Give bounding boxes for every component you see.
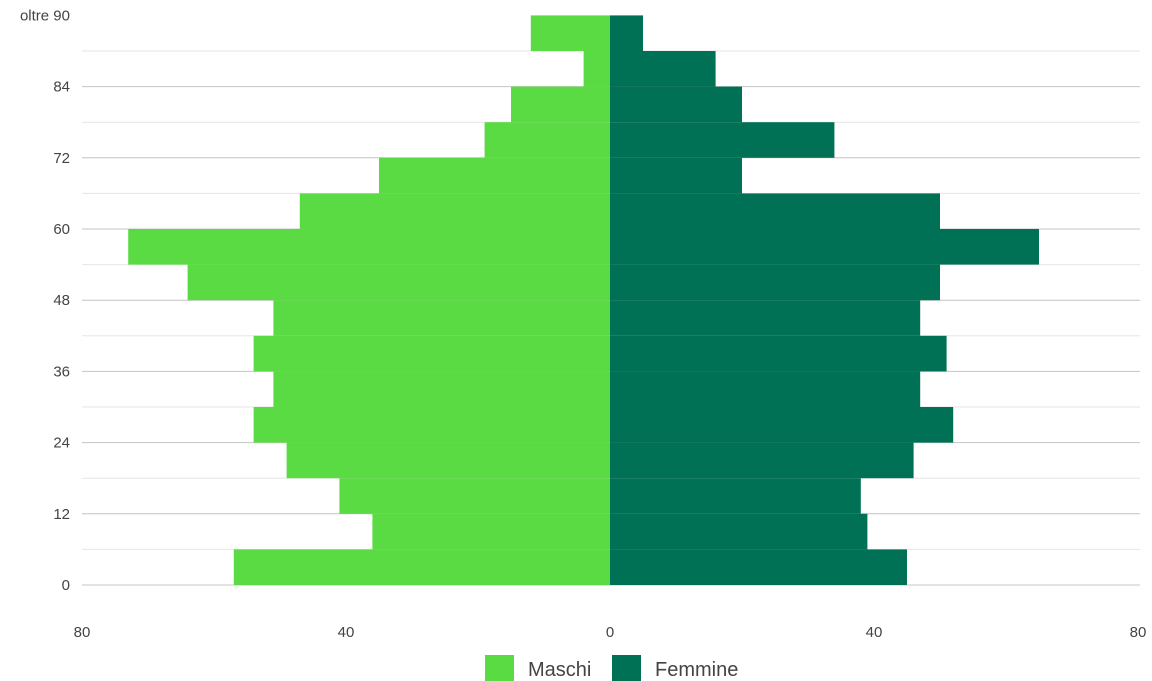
- bar-femmine-36: [610, 335, 947, 372]
- y-tick-label: 12: [53, 506, 70, 523]
- y-tick-label: 72: [53, 150, 70, 167]
- bar-femmine-0: [610, 549, 907, 585]
- bar-maschi-60: [299, 193, 610, 229]
- bar-maschi-72: [484, 122, 610, 158]
- legend-label: Femmine: [655, 659, 738, 681]
- bar-maschi-78: [511, 86, 610, 123]
- bar-femmine-78: [610, 86, 742, 123]
- x-tick-label: 0: [606, 624, 614, 641]
- y-axis-ticks: 0 12 24 36 48 60 72 84 oltre 90: [20, 7, 70, 594]
- legend-swatch: [485, 655, 514, 681]
- x-tick-label: 80: [74, 624, 91, 641]
- bar-femmine-6: [610, 513, 868, 550]
- legend-label: Maschi: [528, 659, 591, 681]
- bar-maschi-84: [583, 51, 610, 87]
- bar-femmine-12: [610, 478, 861, 514]
- bar-maschi-18: [286, 442, 610, 479]
- legend-item-femmine[interactable]: Femmine: [612, 655, 738, 681]
- y-tick-label: 24: [53, 435, 70, 452]
- bar-maschi-30: [273, 371, 610, 407]
- x-tick-label: 40: [338, 624, 355, 641]
- legend-swatch: [612, 655, 641, 681]
- y-tick-label: 60: [53, 221, 70, 238]
- bar-maschi-54: [128, 229, 610, 265]
- y-tick-label: 48: [53, 292, 70, 309]
- bar-maschi-48: [187, 264, 610, 301]
- bar-maschi-24: [253, 407, 610, 443]
- bar-maschi-6: [372, 513, 610, 550]
- bar-maschi-0: [233, 549, 611, 585]
- x-tick-label: 40: [866, 624, 883, 641]
- bar-maschi-36: [253, 335, 610, 372]
- legend-item-maschi[interactable]: Maschi: [485, 655, 591, 681]
- bar-femmine-60: [610, 193, 940, 229]
- x-axis-ticks: 80 40 0 40 80: [74, 624, 1147, 641]
- bar-femmine-54: [610, 229, 1039, 265]
- x-tick-label: 80: [1130, 624, 1147, 641]
- y-tick-label: 36: [53, 363, 70, 380]
- y-tick-label: 0: [62, 577, 70, 594]
- bar-femmine-84: [610, 51, 716, 87]
- y-tick-label: oltre 90: [20, 7, 70, 24]
- bar-femmine-72: [610, 122, 835, 158]
- bar-maschi-66: [379, 157, 610, 194]
- bar-maschi-12: [339, 478, 610, 514]
- legend: Maschi Femmine: [485, 655, 738, 681]
- bar-femmine-30: [610, 371, 921, 407]
- bar-femmine-18: [610, 442, 914, 479]
- bar-femmine-90: [610, 15, 643, 51]
- bar-maschi-42: [273, 300, 610, 336]
- bar-femmine-48: [610, 264, 940, 301]
- y-tick-label: 84: [53, 79, 70, 96]
- bar-femmine-42: [610, 300, 921, 336]
- bar-femmine-66: [610, 157, 742, 194]
- bar-maschi-90: [530, 15, 610, 51]
- bars: [128, 15, 1039, 585]
- bar-femmine-24: [610, 407, 954, 443]
